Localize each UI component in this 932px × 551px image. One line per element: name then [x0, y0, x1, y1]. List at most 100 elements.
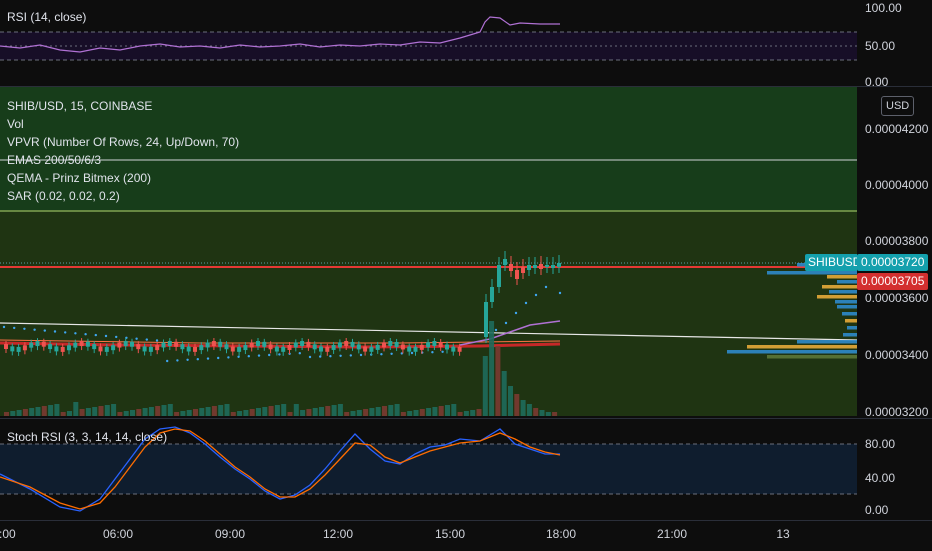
candle [306, 341, 311, 347]
candle [111, 345, 116, 351]
candle [98, 346, 103, 352]
price-tick: 0.00004200 [865, 122, 929, 136]
volume-bar [54, 404, 60, 416]
candle [193, 346, 197, 352]
candle [104, 346, 109, 352]
candle [407, 346, 412, 352]
volume-bar [130, 410, 135, 416]
volume-bar [73, 402, 79, 416]
candle [224, 344, 229, 350]
sar-dot [186, 358, 189, 361]
candle [388, 341, 393, 347]
vpvr-legend[interactable]: VPVR (Number Of Rows, 24, Up/Down, 70) [7, 135, 240, 149]
currency-button[interactable]: USD [881, 96, 915, 116]
sar-dot [166, 359, 169, 363]
rsi-plot [0, 16, 857, 61]
sar-dot [84, 333, 87, 336]
volume-bar [98, 406, 104, 416]
volume-bar [237, 411, 243, 416]
rsi-pane[interactable]: RSI (14, close) [0, 0, 857, 85]
sar-dot [514, 311, 518, 315]
stoch-axis[interactable]: 80.00 40.00 0.00 [857, 419, 932, 519]
symbol-legend[interactable]: SHIB/USD, 15, COINBASE [7, 99, 153, 113]
candle [375, 344, 380, 350]
volume-bar [161, 405, 167, 416]
volume-bar [287, 412, 293, 416]
volume-bar [199, 408, 205, 416]
candle [426, 342, 431, 348]
price-axis[interactable]: 0.00004200 0.00004000 0.00003800 0.00003… [857, 87, 932, 419]
volume-bar [356, 410, 362, 416]
candle [67, 345, 71, 351]
volume-bar [218, 405, 224, 416]
volume-bar [136, 409, 142, 416]
candle [515, 270, 519, 279]
main-chart-pane[interactable]: SHIB/USD, 15, COINBASE Vol VPVR (Number … [0, 87, 857, 416]
candle [281, 346, 286, 352]
volume-legend[interactable]: Vol [7, 117, 24, 131]
candle [211, 341, 216, 347]
volume-bar [382, 406, 387, 416]
sar-dot [410, 351, 414, 355]
volume-bar [539, 410, 545, 416]
symbol-price-tag: SHIBUSD [805, 254, 857, 271]
sar-legend[interactable]: SAR (0.02, 0.02, 0.2) [7, 189, 120, 203]
volume-bar [312, 408, 318, 416]
candle [451, 346, 456, 352]
candle [521, 267, 525, 273]
sar-dot [257, 354, 261, 357]
candle [230, 346, 235, 352]
sar-dot [206, 357, 210, 360]
candle [48, 344, 53, 350]
volume-bar [117, 412, 123, 416]
volume-bar [193, 409, 198, 416]
sar-dot [63, 331, 67, 334]
volume-bar [85, 408, 91, 416]
volume-bar [268, 406, 274, 416]
candle [413, 346, 418, 352]
volume-bar [419, 409, 425, 416]
candle [73, 342, 78, 348]
volume-bar [508, 386, 513, 416]
candle [356, 344, 361, 350]
candles [4, 251, 561, 356]
volume-bar [92, 407, 98, 416]
price-tick: 0.00004000 [865, 178, 929, 192]
volume-bar [10, 411, 16, 416]
sar-dot [524, 301, 528, 305]
volume-bar [407, 411, 413, 416]
pane-separator[interactable] [0, 418, 932, 419]
volume-bar [363, 409, 369, 416]
volume-bar [180, 411, 186, 416]
sar-dot [74, 332, 77, 335]
candle [262, 341, 267, 347]
sar-dot [23, 327, 26, 330]
volume-bar [325, 406, 331, 416]
candle [539, 264, 543, 269]
vpvr-bar [847, 326, 857, 330]
candle [29, 342, 34, 348]
time-label: 3:00 [0, 527, 16, 541]
volume-bar [438, 406, 444, 416]
stoch-tick: 0.00 [865, 503, 889, 517]
sar-dot [380, 353, 383, 356]
sar-dot [176, 359, 179, 362]
candle [545, 265, 549, 267]
pane-separator[interactable] [0, 86, 932, 87]
candle [363, 346, 368, 352]
time-axis[interactable] [0, 520, 932, 551]
candle [350, 341, 355, 347]
stoch-rsi-pane[interactable]: Stoch RSI (3, 3, 14, 14, close) [0, 419, 857, 519]
candle [331, 344, 336, 350]
candle [142, 346, 147, 352]
emas-legend[interactable]: EMAS 200/50/6/3 [7, 153, 102, 167]
sar-dot [217, 356, 220, 360]
rsi-line [0, 16, 560, 53]
candle [432, 341, 437, 347]
volume-bar [306, 409, 312, 416]
qema-legend[interactable]: QEMA - Prinz Bitmex (200) [7, 171, 152, 185]
candle [300, 341, 305, 347]
candle [497, 265, 501, 287]
rsi-legend: RSI (14, close) [7, 10, 87, 24]
rsi-price-axis[interactable]: 100.00 50.00 0.00 [857, 0, 932, 89]
